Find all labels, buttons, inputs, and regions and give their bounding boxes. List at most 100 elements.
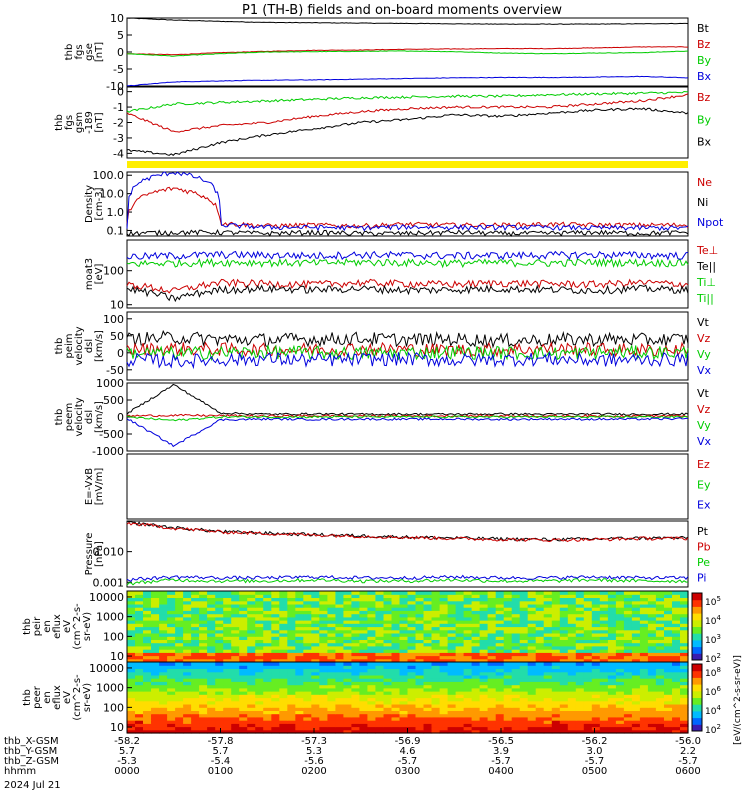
legend-Pi: Pi — [697, 572, 706, 585]
spectro-cell — [479, 700, 489, 705]
spectro-cell — [151, 616, 160, 621]
spectro-cell — [455, 636, 465, 640]
spectro-cell — [615, 591, 625, 595]
spectro-cell — [383, 674, 393, 679]
spectro-cell — [175, 678, 184, 682]
spectro-cell — [367, 691, 376, 695]
spectro-cell — [623, 665, 633, 669]
spectro-cell — [543, 655, 553, 660]
spectro-cell — [319, 600, 328, 605]
x-tick-label: 0400 — [488, 766, 513, 777]
spectro-cell — [495, 636, 505, 640]
spectro-cell — [135, 616, 144, 621]
spectro-cell — [255, 681, 264, 686]
spectro-cell — [447, 629, 457, 634]
spectro-cell — [367, 649, 376, 653]
spectro-cell — [143, 603, 152, 608]
spectro-cell — [319, 700, 328, 705]
spectro-cell — [431, 710, 441, 715]
spectro-cell — [143, 681, 152, 686]
spectro-cell — [343, 645, 352, 650]
spectro-cell — [159, 613, 168, 618]
spectro-cell — [311, 591, 320, 595]
spectro-cell — [575, 591, 585, 595]
spectro-cell — [127, 613, 136, 618]
spectro-cell — [607, 704, 617, 708]
spectro-cell — [599, 642, 609, 647]
spectro-cell — [127, 697, 136, 702]
spectro-cell — [647, 645, 657, 650]
y-tick-label: 0.001 — [93, 576, 125, 589]
spectro-cell — [447, 597, 457, 602]
spectro-cell — [583, 700, 593, 705]
spectro-cell — [672, 713, 681, 718]
legend-Ne: Ne — [697, 176, 712, 189]
y-tick-label: 100 — [103, 313, 124, 326]
spectro-cell — [503, 662, 513, 666]
spectro-cell — [575, 610, 585, 615]
spectro-cell — [207, 591, 216, 595]
spectro-cell — [479, 594, 489, 598]
spectro-cell — [351, 710, 360, 715]
spectro-cell — [639, 723, 649, 728]
spectro-cell — [191, 674, 200, 679]
spectro-cell — [672, 684, 681, 689]
spectro-cell — [551, 665, 561, 669]
spectro-cell — [271, 707, 280, 711]
spectro-cell — [559, 710, 569, 715]
spectro-cell — [664, 658, 673, 663]
spectro-cell — [343, 623, 352, 628]
spectro-cell — [407, 603, 417, 608]
spectro-cell — [680, 626, 689, 631]
spectro-cell — [463, 691, 473, 695]
spectro-cell — [303, 594, 312, 598]
spectro-cell — [631, 636, 641, 640]
spectro-cell — [143, 594, 152, 598]
spectro-cell — [519, 720, 529, 724]
spectro-cell — [279, 616, 288, 621]
spectro-cell — [271, 716, 280, 721]
spectro-cell — [295, 633, 304, 637]
spectro-cell — [487, 697, 497, 702]
spectro-cell — [239, 726, 248, 731]
spectro-cell — [607, 697, 617, 702]
spectro-cell — [199, 613, 208, 618]
spectro-cell — [223, 633, 232, 637]
spectro-cell — [583, 594, 593, 598]
spectro-cell — [295, 694, 304, 699]
spectro-cell — [255, 665, 264, 669]
spectro-cell — [223, 697, 232, 702]
spectro-cell — [351, 691, 360, 695]
spectro-cell — [239, 620, 248, 624]
spectro-cell — [664, 729, 673, 734]
y-axis-label: Pressure — [84, 533, 95, 576]
spectro-cell — [175, 649, 184, 653]
spectro-cell — [615, 662, 625, 666]
spectro-cell — [495, 668, 505, 673]
series-By — [126, 90, 688, 113]
spectro-cell — [439, 668, 449, 673]
spectro-cell — [599, 603, 609, 608]
spectro-cell — [295, 623, 304, 628]
spectro-cell — [664, 684, 673, 689]
spectro-cell — [647, 591, 657, 595]
spectro-cell — [599, 691, 609, 695]
spectro-cell — [335, 694, 344, 699]
legend-Vt: Vt — [697, 387, 710, 400]
spectro-cell — [599, 600, 609, 605]
spectro-cell — [367, 642, 376, 647]
spectro-cell — [287, 710, 296, 715]
spectro-cell — [535, 639, 545, 644]
spectro-cell — [175, 639, 184, 644]
spectro-cell — [399, 681, 409, 686]
spectro-cell — [375, 629, 384, 634]
spectro-cell — [463, 649, 473, 653]
spectro-cell — [431, 678, 441, 682]
spectro-cell — [511, 678, 521, 682]
spectro-cell — [439, 603, 449, 608]
spectro-cell — [664, 662, 673, 666]
spectro-cell — [551, 662, 561, 666]
spectro-cell — [247, 681, 256, 686]
spectro-cell — [415, 674, 425, 679]
